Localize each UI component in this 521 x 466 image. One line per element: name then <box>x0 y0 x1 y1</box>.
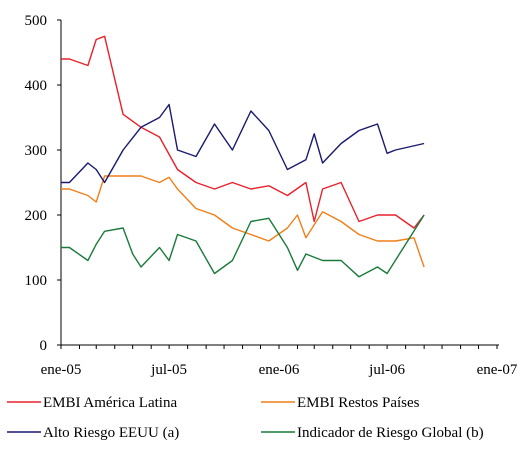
series-line-2 <box>61 175 425 268</box>
axes: 0 100 200 300 400 500 ene-05 jul-05 ene-06 jul-06… <box>25 13 518 378</box>
legend-label-1: EMBI América Latina <box>43 395 177 411</box>
series-line-4 <box>61 214 425 278</box>
series-line-1 <box>61 35 425 229</box>
series-line-3 <box>61 103 425 184</box>
y-tick-label: 200 <box>25 208 48 224</box>
y-tick-label: 300 <box>25 143 48 159</box>
legend: EMBI América Latina EMBI Restos Países Alt… <box>7 395 484 441</box>
legend-label-2: EMBI Restos Países <box>297 395 420 411</box>
x-tick-label: ene-07 <box>477 362 518 378</box>
series-lines <box>61 35 425 278</box>
x-tick-label: ene-05 <box>41 362 82 378</box>
x-tick-label: jul-05 <box>150 362 187 378</box>
y-tick-label: 500 <box>25 13 48 29</box>
y-tick-label: 0 <box>40 338 48 354</box>
legend-label-3: Alto Riesgo EEUU (a) <box>43 425 179 441</box>
y-tick-label: 400 <box>25 78 48 94</box>
x-tick-label: jul-06 <box>368 362 405 378</box>
legend-label-4: Indicador de Riesgo Global (b) <box>297 425 484 441</box>
x-tick-label: ene-06 <box>259 362 300 378</box>
y-tick-label: 100 <box>25 273 48 289</box>
